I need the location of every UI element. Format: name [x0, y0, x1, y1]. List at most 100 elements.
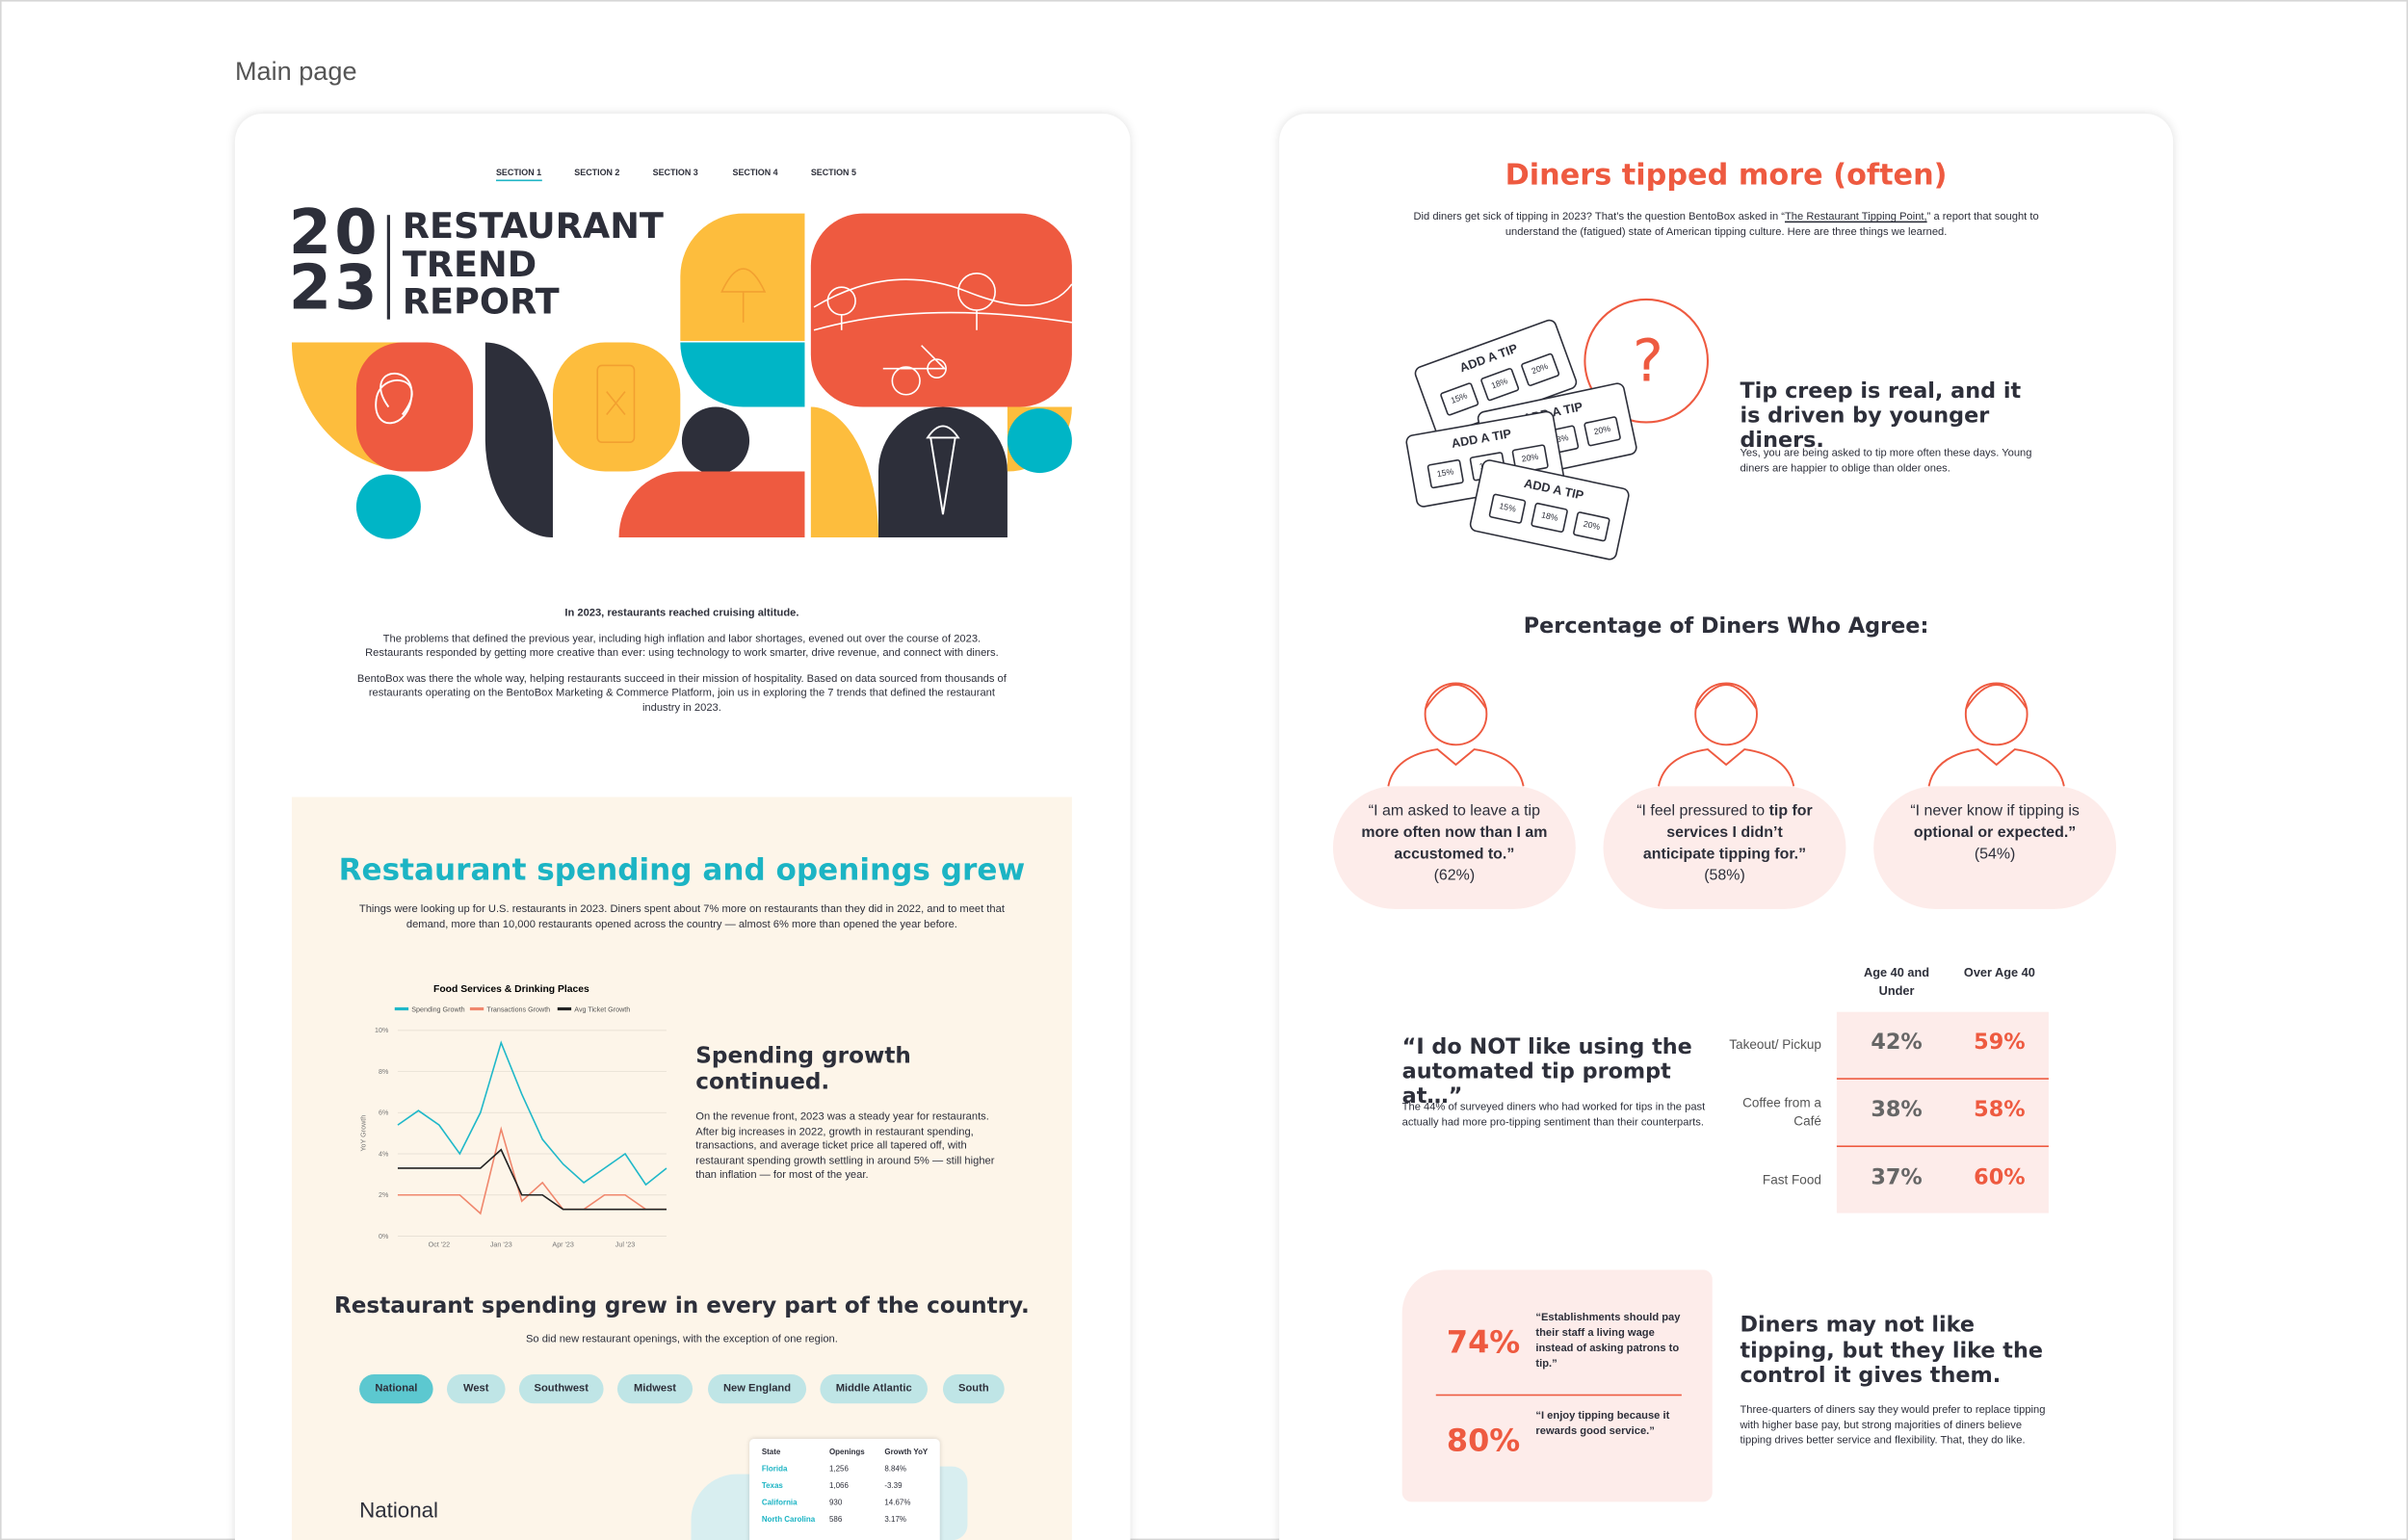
prompt-title: “I do NOT like using the automated tip p…	[1401, 1034, 1692, 1109]
age-row-label: Takeout/ Pickup	[1729, 1036, 1821, 1053]
hero-title: RESTAURANT TREND REPORT	[403, 209, 664, 322]
stat-text: “I enjoy tipping because it rewards good…	[1535, 1411, 1670, 1438]
tip-option: 20%	[1583, 415, 1622, 447]
tile	[552, 342, 681, 472]
spending-title: Restaurant spending and openings grew	[338, 851, 1026, 888]
stats-box	[1401, 1269, 1713, 1502]
y-tick-label: 8%	[379, 1068, 389, 1076]
stat-value: 74%	[1446, 1323, 1521, 1361]
tile	[618, 471, 805, 538]
region-tab[interactable]: South	[942, 1373, 1005, 1404]
region-title: Restaurant spending grew in every part o…	[333, 1294, 1030, 1319]
age-row-label: Fast Food	[1762, 1171, 1821, 1188]
age-row-divider	[1836, 1078, 2049, 1080]
nav-item[interactable]: SECTION 3	[652, 169, 698, 178]
table-cell: 1,066	[828, 1481, 849, 1492]
region-tab[interactable]: Southwest	[518, 1373, 604, 1404]
tile	[484, 342, 553, 538]
x-tick-label: Apr '23	[552, 1241, 573, 1249]
intro: In 2023, restaurants reached cruising al…	[353, 607, 1010, 716]
hero-divider	[386, 215, 390, 320]
control-body: Three-quarters of diners say they would …	[1740, 1404, 2046, 1447]
age-value: 58%	[1974, 1097, 2026, 1123]
creep-body: Yes, you are being asked to tip more oft…	[1740, 448, 2032, 475]
quote-pre: “I am asked to leave a tip	[1368, 802, 1540, 821]
line-art	[813, 273, 1073, 396]
tile	[810, 406, 878, 538]
tile	[355, 342, 474, 472]
tip-option: 18%	[1479, 367, 1521, 403]
nav-item[interactable]: SECTION 4	[732, 169, 778, 178]
quote-text: “I never know if tipping is optional or …	[1873, 786, 2116, 866]
age-value: 38%	[1871, 1097, 1923, 1123]
control-title: Diners may not like tipping, but they li…	[1740, 1313, 2043, 1389]
age-value: 60%	[1974, 1165, 2026, 1190]
x-tick-label: Oct '22	[429, 1241, 450, 1249]
quote-text: “I am asked to leave a tip more often no…	[1333, 786, 1576, 887]
tip-option: 20%	[1572, 510, 1611, 542]
hero-year: 20 23	[288, 197, 380, 325]
region-tab[interactable]: Midwest	[616, 1373, 694, 1404]
table-cell: 586	[828, 1515, 843, 1526]
y-tick-label: 0%	[379, 1233, 389, 1240]
region-heading: National	[359, 1497, 438, 1523]
region-tab[interactable]: Middle Atlantic	[820, 1373, 929, 1404]
age-value: 37%	[1871, 1165, 1923, 1190]
quote-bubble: “I feel pressured to tip for services I …	[1603, 786, 1846, 909]
nav-item[interactable]: SECTION 5	[810, 169, 856, 178]
tip-option: 15%	[1439, 381, 1480, 417]
age-row-label: Coffee from a Café	[1742, 1094, 1821, 1129]
spending-body: Things were looking up for U.S. restaura…	[358, 904, 1005, 930]
line-chart: Food Services & Drinking Places YoY Growt…	[359, 984, 667, 1249]
stat-text: “Establishments should pay their staff a…	[1535, 1313, 1681, 1370]
quote-percent: (62%)	[1433, 867, 1476, 885]
quote-bold: more often now than I am accustomed to.”	[1361, 824, 1548, 864]
person-head	[1424, 682, 1488, 746]
quote-pre: “I never know if tipping is	[1910, 802, 2080, 821]
quote-pre: “I feel pressured to	[1636, 802, 1769, 821]
hero-graphic	[291, 213, 1073, 539]
person-head	[1694, 682, 1758, 746]
series-line	[397, 1040, 667, 1187]
quote-text: “I feel pressured to tip for services I …	[1604, 786, 1846, 887]
y-tick-label: 6%	[379, 1109, 389, 1117]
tile	[681, 406, 750, 475]
person-hair	[1694, 684, 1758, 711]
hero-line: REPORT	[402, 282, 560, 323]
intro-paragraph: The problems that defined the previous y…	[365, 633, 999, 659]
year-bottom: 23	[288, 253, 380, 325]
person-shoulders	[1927, 748, 2065, 787]
table-cell: California	[761, 1499, 798, 1508]
question-mark: ?	[1632, 326, 1663, 395]
region-tab[interactable]: West	[446, 1373, 506, 1404]
tip-option: 20%	[1520, 352, 1560, 387]
tip-option: 15%	[1426, 458, 1465, 489]
x-tick-label: Jul '23	[615, 1241, 635, 1249]
intro-text: Did diners get sick of tipping in 2023? …	[1413, 212, 1785, 223]
region-tab[interactable]: New England	[708, 1373, 807, 1404]
person-hair	[1424, 684, 1488, 711]
region-tab[interactable]: National	[359, 1373, 433, 1404]
intro-link[interactable]: The Restaurant Tipping Point,	[1784, 212, 1927, 223]
quote-bubble: “I am asked to leave a tip more often no…	[1332, 786, 1576, 909]
creep-title: Tip creep is real, and it is driven by y…	[1740, 378, 2022, 454]
prompt-body: The 44% of surveyed diners who had worke…	[1401, 1102, 1706, 1129]
agree-title: Percentage of Diners Who Agree:	[1523, 613, 1929, 639]
legend-label: Avg Ticket Growth	[574, 1006, 630, 1014]
intro-paragraph: BentoBox was there the whole way, helpin…	[356, 673, 1007, 714]
x-tick-label: Jan '23	[490, 1241, 512, 1249]
age-table-bg	[1836, 1011, 2049, 1214]
tipping-title: Diners tipped more (often)	[1505, 158, 1948, 193]
y-tick-label: 4%	[379, 1150, 389, 1158]
age-value: 59%	[1974, 1030, 2026, 1056]
nav-item[interactable]: SECTION 1	[495, 169, 542, 182]
quote-percent: (54%)	[1974, 846, 2016, 864]
region-sub: So did new restaurant openings, with the…	[525, 1334, 838, 1345]
age-header: Over Age 40	[1963, 965, 2035, 980]
year-top: 20	[288, 197, 380, 270]
age-header: Age 40 and Under	[1864, 965, 1930, 999]
table-cell: 8.84%	[884, 1465, 906, 1475]
nav-item[interactable]: SECTION 2	[574, 169, 620, 178]
quote-percent: (58%)	[1704, 867, 1745, 885]
